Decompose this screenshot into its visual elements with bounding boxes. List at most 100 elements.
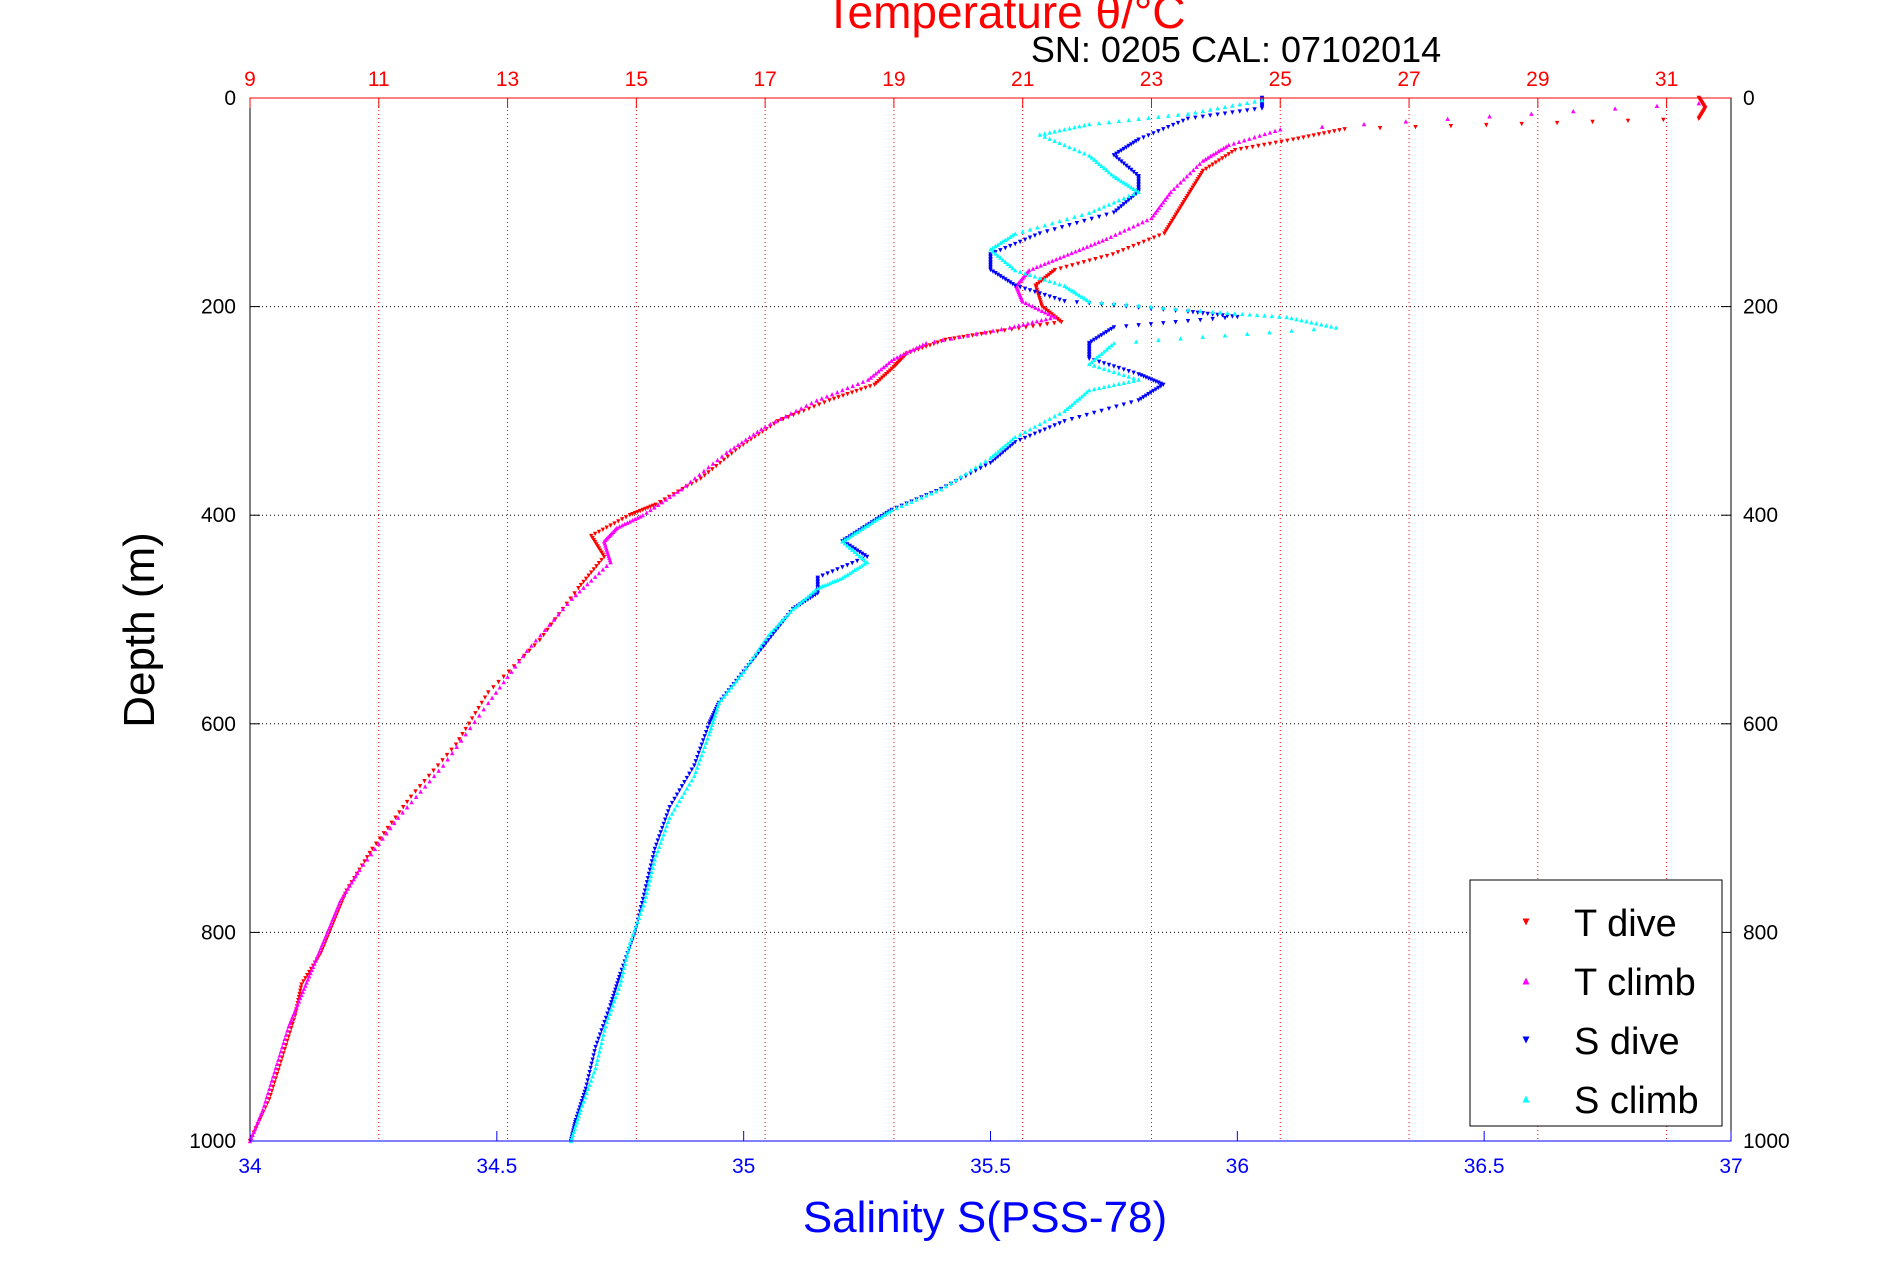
data-point bbox=[1052, 138, 1057, 143]
data-point bbox=[477, 713, 482, 718]
data-point bbox=[377, 836, 383, 841]
data-point bbox=[811, 404, 817, 409]
data-point bbox=[1062, 283, 1067, 288]
data-point bbox=[1126, 165, 1131, 171]
data-point bbox=[254, 1123, 259, 1128]
data-point bbox=[1017, 437, 1023, 443]
data-point bbox=[852, 546, 857, 552]
data-point bbox=[867, 521, 872, 527]
data-point bbox=[1289, 315, 1294, 321]
y-tick-label: 800 bbox=[201, 921, 236, 944]
data-point bbox=[582, 1094, 588, 1100]
data-point bbox=[1267, 329, 1272, 335]
data-point bbox=[1306, 134, 1311, 139]
data-point bbox=[1022, 286, 1028, 292]
data-point bbox=[999, 326, 1004, 332]
data-point bbox=[1037, 275, 1043, 281]
data-point bbox=[393, 815, 398, 820]
data-point bbox=[1072, 400, 1077, 405]
data-point bbox=[1114, 155, 1119, 160]
grid-lines bbox=[250, 98, 1731, 1141]
x-bottom-tick-label: 37 bbox=[1719, 1155, 1742, 1178]
data-point bbox=[618, 982, 623, 987]
data-point bbox=[671, 492, 676, 497]
data-point bbox=[943, 337, 948, 343]
data-point bbox=[576, 586, 581, 591]
data-point bbox=[679, 794, 685, 800]
data-point bbox=[1319, 322, 1324, 327]
data-point bbox=[1114, 208, 1119, 213]
data-point bbox=[1087, 258, 1092, 263]
data-point bbox=[629, 936, 634, 941]
data-point bbox=[1314, 321, 1319, 326]
data-point bbox=[863, 385, 868, 391]
data-point bbox=[805, 594, 811, 599]
data-point bbox=[258, 1113, 263, 1119]
data-point bbox=[1146, 237, 1152, 243]
data-point bbox=[871, 373, 876, 378]
data-point bbox=[595, 1057, 600, 1062]
data-point bbox=[1088, 242, 1094, 248]
data-point bbox=[1185, 319, 1191, 324]
data-point bbox=[381, 831, 387, 836]
data-point bbox=[1037, 421, 1043, 427]
y-tick-label: 600 bbox=[1743, 713, 1778, 736]
data-point bbox=[766, 638, 771, 643]
data-point bbox=[738, 672, 744, 677]
data-point bbox=[1077, 148, 1082, 154]
data-point bbox=[579, 1099, 584, 1104]
data-point bbox=[463, 726, 468, 732]
data-point bbox=[1247, 312, 1252, 317]
y-tick-label: 200 bbox=[1743, 296, 1778, 319]
data-point bbox=[1158, 384, 1164, 389]
data-point bbox=[862, 561, 867, 566]
data-point bbox=[1230, 110, 1235, 115]
data-point bbox=[616, 978, 621, 983]
y-tick-label: 400 bbox=[201, 504, 236, 527]
data-point bbox=[940, 337, 946, 343]
data-point bbox=[1070, 263, 1075, 268]
data-point bbox=[1045, 309, 1051, 314]
data-point bbox=[596, 560, 602, 566]
data-point bbox=[786, 414, 791, 420]
data-point bbox=[847, 570, 853, 576]
data-point bbox=[1106, 345, 1112, 350]
data-point bbox=[957, 334, 962, 340]
legend-marker bbox=[1522, 1036, 1530, 1044]
data-point bbox=[1096, 353, 1102, 358]
data-point bbox=[612, 990, 617, 996]
data-point bbox=[445, 757, 450, 762]
data-point bbox=[1111, 210, 1117, 215]
data-point bbox=[1210, 316, 1215, 322]
data-point bbox=[309, 967, 315, 973]
data-point bbox=[585, 1078, 590, 1083]
data-point bbox=[281, 1040, 286, 1046]
data-point bbox=[1218, 147, 1224, 152]
data-point bbox=[1554, 120, 1560, 126]
data-point bbox=[1091, 357, 1097, 362]
data-point bbox=[862, 557, 867, 563]
data-point bbox=[296, 999, 302, 1004]
data-point bbox=[303, 976, 308, 981]
data-point bbox=[1203, 156, 1208, 162]
data-point bbox=[327, 923, 333, 929]
data-point bbox=[385, 825, 390, 831]
data-point bbox=[1052, 413, 1057, 419]
data-point bbox=[1079, 294, 1085, 299]
data-point bbox=[953, 477, 959, 482]
data-point bbox=[1030, 324, 1036, 329]
data-point bbox=[542, 627, 548, 633]
data-point bbox=[883, 362, 889, 368]
data-point bbox=[1109, 171, 1114, 177]
data-point bbox=[832, 578, 838, 584]
left-y-ticks: 0 200 400 600 800 1000 bbox=[189, 87, 260, 1153]
data-point bbox=[1328, 324, 1334, 329]
data-point bbox=[924, 493, 929, 498]
data-point bbox=[1267, 141, 1273, 147]
data-point bbox=[965, 333, 971, 338]
data-point bbox=[840, 393, 846, 398]
data-point bbox=[1044, 322, 1050, 327]
data-point bbox=[859, 551, 865, 556]
data-point bbox=[702, 744, 707, 749]
data-point bbox=[887, 509, 892, 514]
